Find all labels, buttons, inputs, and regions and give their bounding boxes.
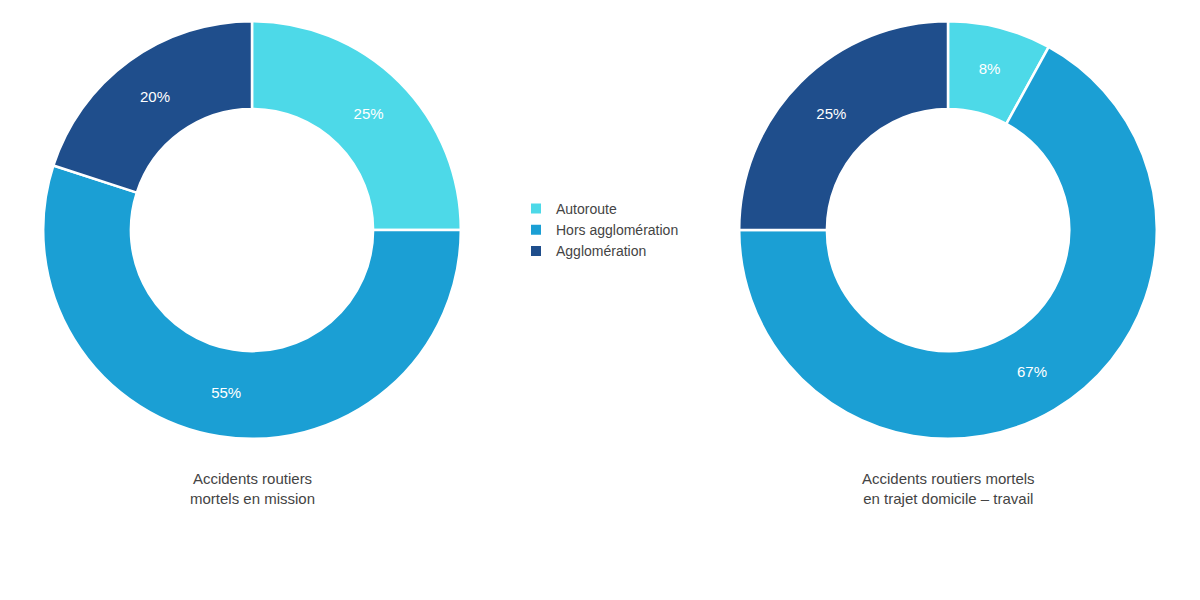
svg-text:Autoroute: Autoroute — [556, 201, 617, 217]
svg-text:8%: 8% — [979, 60, 1001, 77]
svg-text:55%: 55% — [211, 384, 241, 401]
svg-text:Accidents routiersmortels en m: Accidents routiersmortels en mission — [190, 470, 315, 507]
svg-text:Accidents routiers mortelsen t: Accidents routiers mortelsen trajet domi… — [862, 470, 1035, 507]
svg-text:Agglomération: Agglomération — [556, 243, 646, 259]
svg-text:20%: 20% — [140, 88, 170, 105]
svg-text:67%: 67% — [1017, 363, 1047, 380]
svg-text:25%: 25% — [816, 105, 846, 122]
svg-text:25%: 25% — [354, 105, 384, 122]
svg-text:Hors agglomération: Hors agglomération — [556, 222, 678, 238]
